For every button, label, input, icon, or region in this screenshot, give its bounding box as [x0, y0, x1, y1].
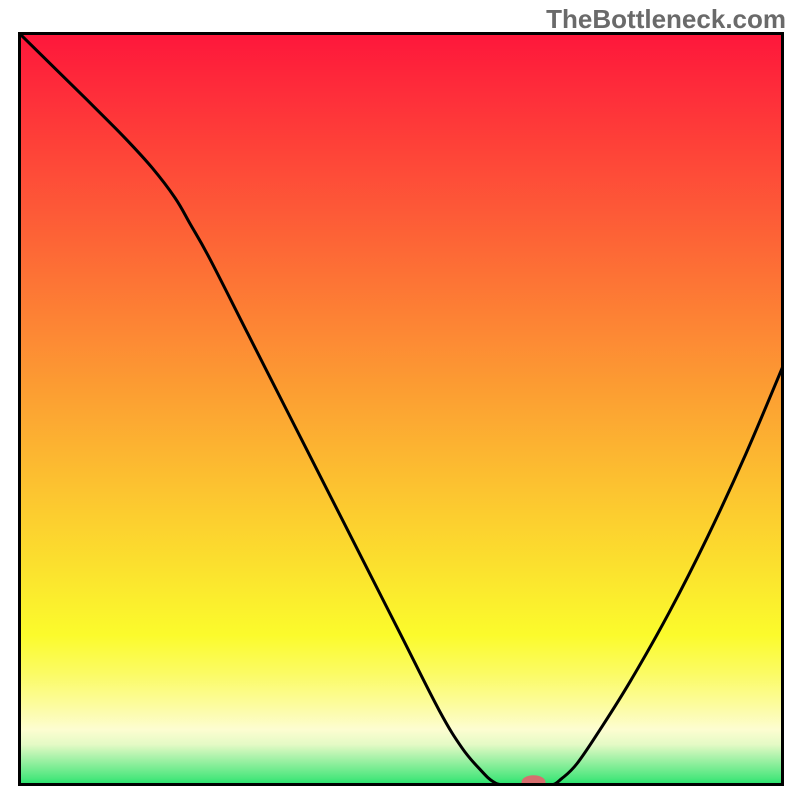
plot-svg — [18, 32, 784, 786]
chart-container: TheBottleneck.com — [0, 0, 800, 800]
plot-area — [18, 32, 784, 786]
watermark-text: TheBottleneck.com — [546, 4, 786, 35]
